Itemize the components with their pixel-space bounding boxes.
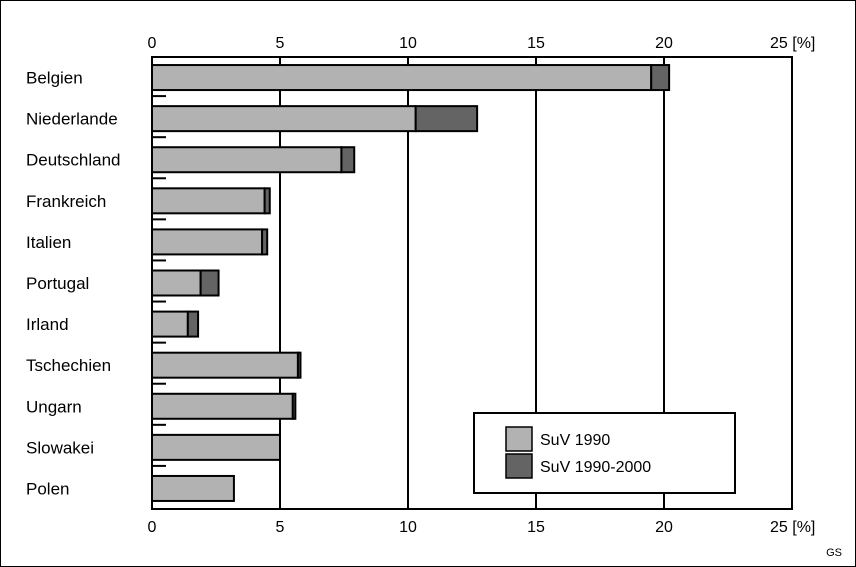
x-tick-label-top: 5 [276, 35, 285, 52]
x-tick-label-bottom: 20 [655, 519, 673, 536]
category-label: Belgien [26, 69, 83, 88]
top-axis-ticks: 0 5 10 15 20 25 [%] [148, 35, 816, 52]
category-label: Tschechien [26, 356, 111, 375]
bar-suv-1990-2000 [261, 228, 269, 256]
bar-suv-1990 [151, 433, 281, 461]
x-tick-label-top: 0 [148, 35, 157, 52]
x-tick-label-bottom: 10 [399, 519, 417, 536]
credit-text: GS [826, 547, 842, 559]
bar-suv-1990-2000 [263, 187, 271, 215]
bar-suv-1990 [151, 310, 189, 338]
bars [151, 64, 671, 502]
x-tick-label-top: 25 [%] [770, 35, 815, 52]
category-label: Italien [26, 233, 71, 252]
category-label: Ungarn [26, 397, 82, 416]
x-tick-label-bottom: 5 [276, 519, 285, 536]
bar-suv-1990 [151, 392, 294, 420]
bottom-axis-ticks: 0 5 10 15 20 25 [%] [148, 519, 816, 536]
bar-suv-1990 [151, 105, 417, 133]
bar-suv-1990 [151, 187, 266, 215]
bar-suv-1990-2000 [650, 64, 671, 92]
category-label: Deutschland [26, 151, 121, 170]
bar-suv-1990 [151, 474, 235, 502]
category-label: Slowakei [26, 438, 94, 457]
legend-swatch-suv-1990-2000 [505, 453, 533, 479]
bar-suv-1990 [151, 269, 202, 297]
category-label: Irland [26, 315, 69, 334]
bar-suv-1990-2000 [291, 392, 297, 420]
bar-suv-1990 [151, 64, 653, 92]
legend: SuV 1990 SuV 1990-2000 [473, 412, 736, 494]
bar-suv-1990-2000 [186, 310, 200, 338]
category-label: Frankreich [26, 192, 106, 211]
category-labels: Belgien Niederlande Deutschland Frankreich I… [26, 69, 121, 499]
x-tick-label-bottom: 25 [%] [770, 519, 815, 536]
bar-suv-1990-2000 [296, 351, 302, 379]
bar-suv-1990-2000 [414, 105, 479, 133]
bar-suv-1990 [151, 146, 343, 174]
x-tick-label-top: 20 [655, 35, 673, 52]
x-tick-label-bottom: 0 [148, 519, 157, 536]
x-tick-label-bottom: 15 [527, 519, 545, 536]
bar-suv-1990 [151, 228, 264, 256]
legend-box [473, 412, 736, 494]
category-label: Portugal [26, 274, 89, 293]
bar-suv-1990-2000 [199, 269, 220, 297]
legend-label-suv-1990: SuV 1990 [540, 432, 610, 449]
x-tick-label-top: 10 [399, 35, 417, 52]
category-label: Polen [26, 479, 69, 498]
legend-swatch-suv-1990 [505, 426, 533, 452]
x-tick-label-top: 15 [527, 35, 545, 52]
plot-area-border [151, 56, 793, 510]
bar-suv-1990 [151, 351, 299, 379]
bar-suv-1990-2000 [340, 146, 356, 174]
gridlines [279, 57, 665, 509]
legend-label-suv-1990-2000: SuV 1990-2000 [540, 459, 651, 476]
category-label: Niederlande [26, 110, 118, 129]
